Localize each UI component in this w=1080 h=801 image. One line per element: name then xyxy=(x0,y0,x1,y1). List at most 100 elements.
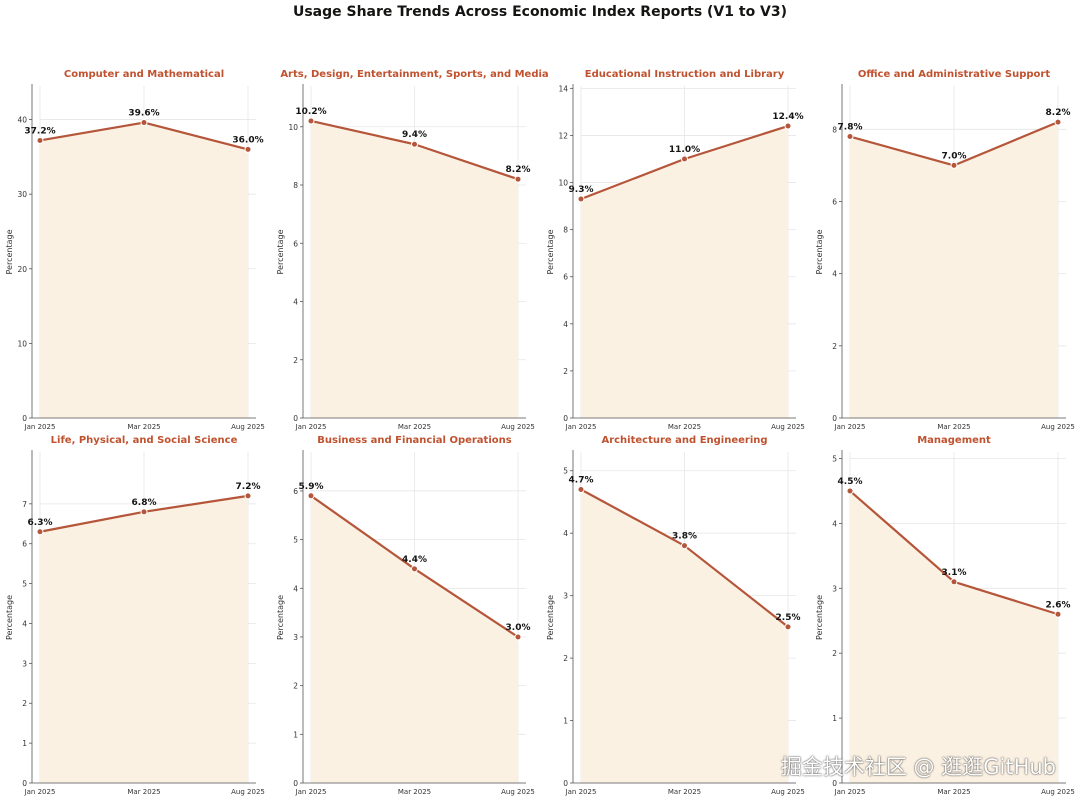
y-tick-label: 5 xyxy=(293,536,298,545)
data-label: 10.2% xyxy=(295,107,326,117)
panel-title: Architecture and Engineering xyxy=(601,435,767,446)
y-tick-label: 8 xyxy=(293,181,298,190)
y-tick-label: 7 xyxy=(22,500,27,509)
x-tick-label: Jan 2025 xyxy=(565,423,597,431)
x-tick-label: Aug 2025 xyxy=(1041,423,1075,431)
data-label: 5.9% xyxy=(299,482,324,492)
figure-title: Usage Share Trends Across Economic Index… xyxy=(292,4,788,20)
y-tick-label: 6 xyxy=(563,273,568,282)
x-tick-label: Mar 2025 xyxy=(398,423,431,431)
x-tick-label: Jan 2025 xyxy=(24,423,56,431)
y-tick-label: 5 xyxy=(563,467,568,476)
x-tick-label: Jan 2025 xyxy=(565,788,597,796)
data-point xyxy=(514,633,522,641)
area-fill xyxy=(40,495,248,783)
data-point xyxy=(36,528,44,536)
y-tick-label: 2 xyxy=(22,699,27,708)
y-axis-label: Percentage xyxy=(546,595,555,640)
data-label: 8.2% xyxy=(506,165,531,175)
panel-title: Computer and Mathematical xyxy=(64,69,224,80)
data-label: 12.4% xyxy=(772,112,803,122)
y-tick-label: 3 xyxy=(832,584,837,593)
data-point xyxy=(784,623,792,631)
y-tick-label: 1 xyxy=(563,717,568,726)
data-point xyxy=(1054,610,1062,618)
y-tick-label: 4 xyxy=(563,529,568,538)
y-tick-label: 0 xyxy=(832,779,837,788)
panel-title: Arts, Design, Entertainment, Sports, and… xyxy=(280,69,548,80)
y-tick-label: 0 xyxy=(563,779,568,788)
data-point xyxy=(950,578,958,586)
y-tick-label: 1 xyxy=(832,714,837,723)
x-tick-label: Jan 2025 xyxy=(295,423,327,431)
x-tick-label: Mar 2025 xyxy=(127,788,160,796)
y-tick-label: 0 xyxy=(832,414,837,423)
data-label: 9.4% xyxy=(402,130,427,140)
panel-title: Business and Financial Operations xyxy=(317,435,511,446)
data-label: 6.8% xyxy=(132,498,157,508)
data-label: 8.2% xyxy=(1046,108,1071,118)
panel-title: Life, Physical, and Social Science xyxy=(51,435,238,446)
area-fill xyxy=(40,122,248,418)
data-point xyxy=(577,485,585,493)
area-fill xyxy=(311,120,518,419)
y-tick-label: 4 xyxy=(293,584,298,593)
watermark: 掘金技术社区 @ 逛逛GitHub xyxy=(780,755,1056,779)
data-label: 4.5% xyxy=(838,477,863,487)
y-axis-label: Percentage xyxy=(5,229,14,274)
y-axis-label: Percentage xyxy=(276,229,285,274)
y-tick-label: 4 xyxy=(563,320,568,329)
y-tick-label: 8 xyxy=(563,226,568,235)
y-tick-label: 2 xyxy=(832,649,837,658)
y-tick-label: 5 xyxy=(832,454,837,463)
area-fill xyxy=(581,126,788,418)
y-tick-label: 4 xyxy=(832,519,837,528)
x-tick-label: Aug 2025 xyxy=(501,788,535,796)
y-tick-label: 6 xyxy=(832,197,837,206)
data-point xyxy=(244,145,252,153)
data-point xyxy=(846,487,854,495)
data-point xyxy=(36,136,44,144)
x-tick-label: Mar 2025 xyxy=(937,423,970,431)
data-label: 3.1% xyxy=(942,568,967,578)
data-point xyxy=(140,119,148,127)
data-label: 37.2% xyxy=(24,126,55,136)
x-tick-label: Jan 2025 xyxy=(834,788,866,796)
y-tick-label: 6 xyxy=(22,540,27,549)
x-tick-label: Mar 2025 xyxy=(668,423,701,431)
x-tick-label: Jan 2025 xyxy=(834,423,866,431)
data-label: 4.4% xyxy=(402,555,427,565)
y-tick-label: 6 xyxy=(293,239,298,248)
area-fill xyxy=(311,495,518,783)
y-tick-label: 2 xyxy=(293,356,298,365)
data-label: 36.0% xyxy=(232,135,263,145)
data-point xyxy=(244,492,252,500)
x-tick-label: Jan 2025 xyxy=(295,788,327,796)
data-label: 39.6% xyxy=(128,109,159,119)
x-tick-label: Mar 2025 xyxy=(127,423,160,431)
data-point xyxy=(307,492,315,500)
data-point xyxy=(514,175,522,183)
panel-title: Educational Instruction and Library xyxy=(585,69,785,80)
y-tick-label: 4 xyxy=(832,270,837,279)
data-label: 2.6% xyxy=(1046,600,1071,610)
y-tick-label: 20 xyxy=(17,265,27,274)
area-fill xyxy=(581,489,788,783)
x-tick-label: Aug 2025 xyxy=(231,423,265,431)
data-label: 2.5% xyxy=(776,613,801,623)
y-axis-label: Percentage xyxy=(5,595,14,640)
y-tick-label: 14 xyxy=(558,84,568,93)
data-label: 7.0% xyxy=(942,151,967,161)
y-tick-label: 0 xyxy=(293,414,298,423)
y-tick-label: 4 xyxy=(293,298,298,307)
data-point xyxy=(1054,118,1062,126)
y-tick-label: 10 xyxy=(558,179,568,188)
y-axis-label: Percentage xyxy=(815,229,824,274)
x-tick-label: Aug 2025 xyxy=(1041,788,1075,796)
y-tick-label: 2 xyxy=(293,682,298,691)
data-point xyxy=(950,161,958,169)
data-label: 6.3% xyxy=(28,518,53,528)
y-tick-label: 3 xyxy=(22,659,27,668)
x-tick-label: Aug 2025 xyxy=(771,788,805,796)
